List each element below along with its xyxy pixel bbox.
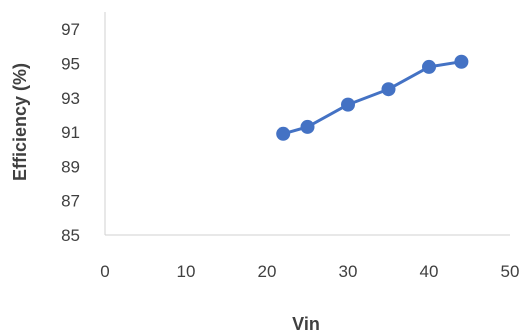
y-tick-label: 95 — [61, 54, 80, 73]
y-tick-label: 89 — [61, 157, 80, 176]
series-layer — [276, 54, 469, 141]
data-point — [300, 119, 315, 134]
y-tick-label: 97 — [61, 20, 80, 39]
x-tick-label: 10 — [177, 262, 196, 281]
data-point — [341, 97, 355, 112]
x-tick-label: 50 — [501, 262, 520, 281]
y-tick-label: 85 — [61, 226, 80, 245]
x-tick-label: 40 — [420, 262, 439, 281]
data-point — [381, 82, 396, 97]
y-tick-label: 91 — [61, 123, 80, 142]
data-point — [454, 54, 469, 69]
x-tick-label: 0 — [100, 262, 109, 281]
x-tick-labels: 0 10 20 30 40 50 — [100, 262, 519, 281]
y-tick-label: 87 — [61, 192, 80, 211]
data-point — [422, 59, 436, 74]
y-tick-label: 93 — [61, 89, 80, 108]
x-tick-label: 30 — [339, 262, 358, 281]
y-tick-labels: 85 87 89 91 93 95 97 — [61, 20, 80, 245]
y-axis-title: Efficiency (%) — [10, 63, 30, 181]
x-tick-label: 20 — [258, 262, 277, 281]
axes — [104, 12, 510, 236]
x-axis-title: Vin — [292, 314, 320, 334]
data-point — [276, 126, 291, 141]
